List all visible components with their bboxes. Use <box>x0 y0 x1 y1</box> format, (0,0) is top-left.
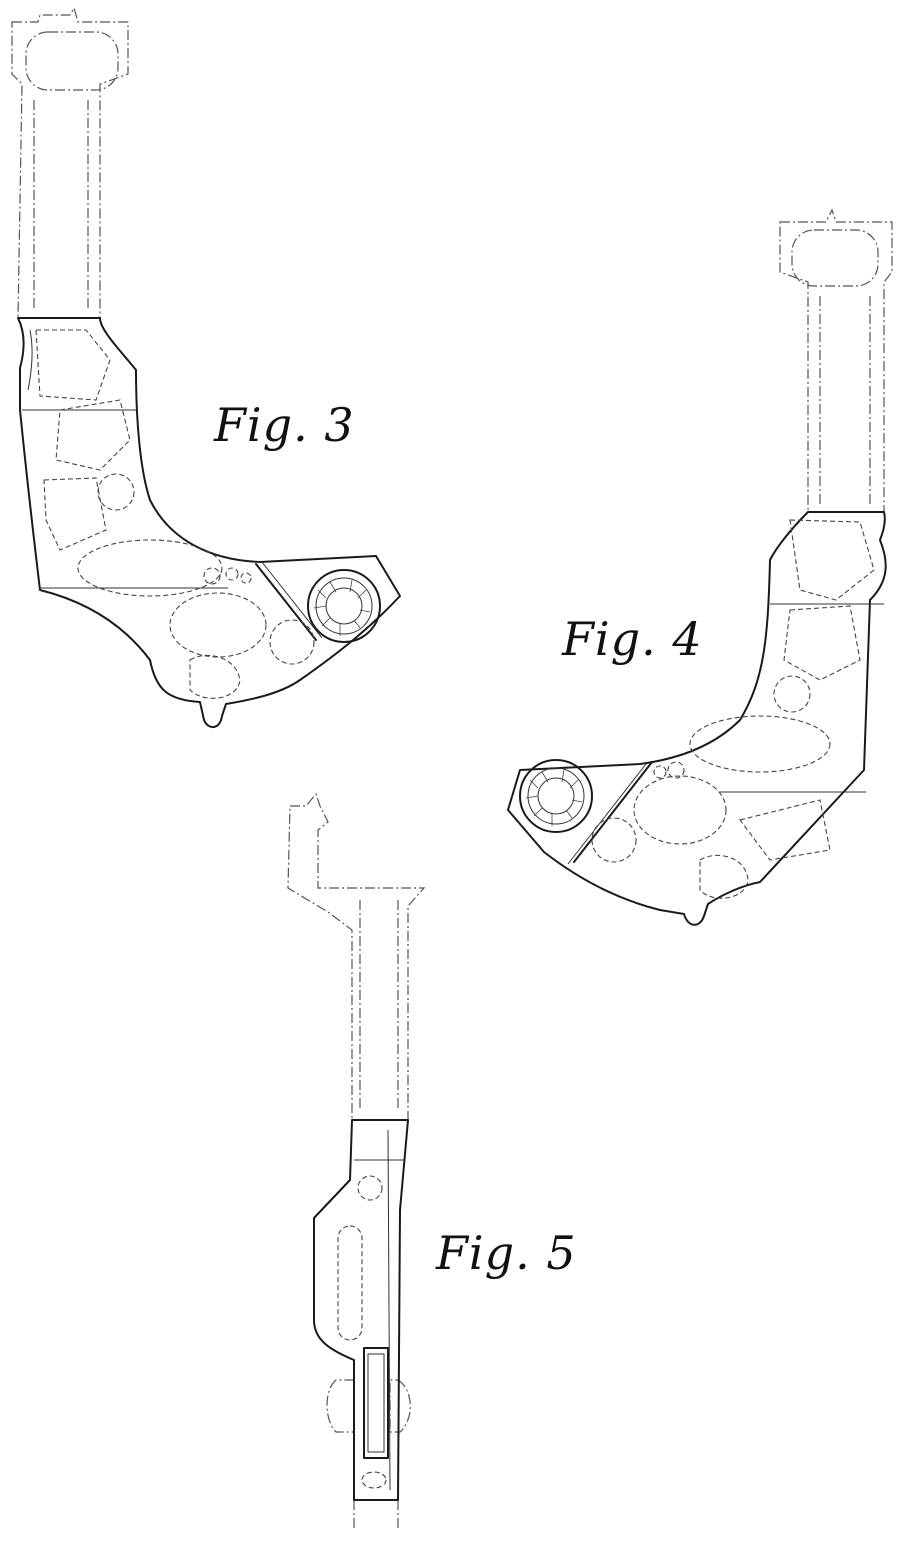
fig5-drawing <box>288 794 424 1530</box>
fig5-body <box>314 1120 408 1500</box>
fig4-drawing <box>508 210 892 925</box>
fig4-pockets <box>592 520 874 898</box>
fig3-label: Fig. 3 <box>214 398 355 452</box>
fig3-phantom-arm <box>12 8 128 318</box>
fig4-body <box>508 512 886 925</box>
fig5-label: Fig. 5 <box>436 1226 577 1280</box>
fig3-pockets <box>36 330 314 698</box>
fig4-label: Fig. 4 <box>562 612 703 666</box>
fig3-body <box>18 318 400 727</box>
fig4-phantom-arm <box>780 210 892 512</box>
fig3-drawing <box>12 8 400 727</box>
